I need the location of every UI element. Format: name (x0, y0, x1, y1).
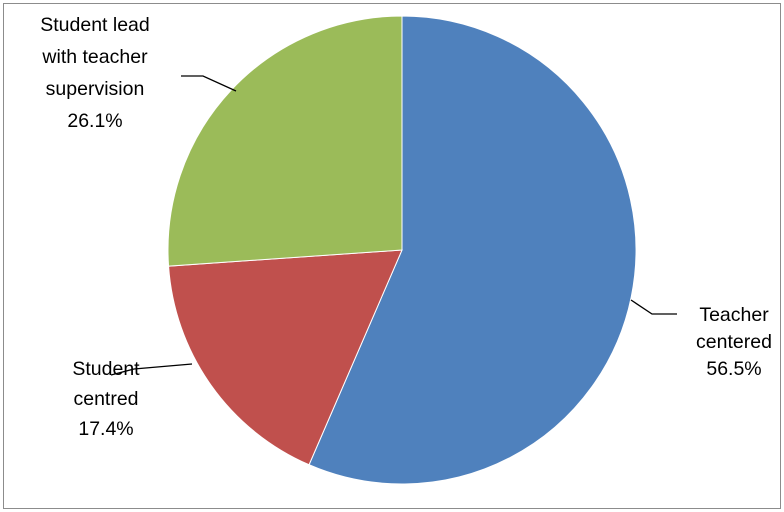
leader-line-student-lead (181, 75, 237, 92)
pie-slice-student-lead (167, 15, 403, 267)
data-label-text: centered (696, 331, 772, 353)
pie-slice-teacher-centered (308, 15, 637, 485)
data-label-text: with teacher (41, 46, 148, 68)
data-label-text: Teacher (699, 304, 769, 326)
data-label-percent: 26.1% (67, 110, 122, 132)
data-label-student-lead: Student lead with teacher supervision 26.1% (40, 14, 150, 132)
data-label-percent: 17.4% (78, 418, 133, 440)
data-label-percent: 56.5% (706, 358, 761, 380)
data-label-text: supervision (46, 78, 145, 100)
data-label-text: centred (73, 388, 138, 410)
data-label-text: Student lead (40, 14, 150, 36)
pie-slice-student-centred (168, 249, 403, 466)
leader-line-student-centred (110, 363, 193, 376)
leader-line-teacher-centered (630, 299, 677, 315)
data-label-teacher-centered: Teacher centered 56.5% (696, 304, 772, 380)
data-label-text: Student (72, 358, 140, 380)
data-label-student-centred: Student centred 17.4% (72, 358, 140, 440)
